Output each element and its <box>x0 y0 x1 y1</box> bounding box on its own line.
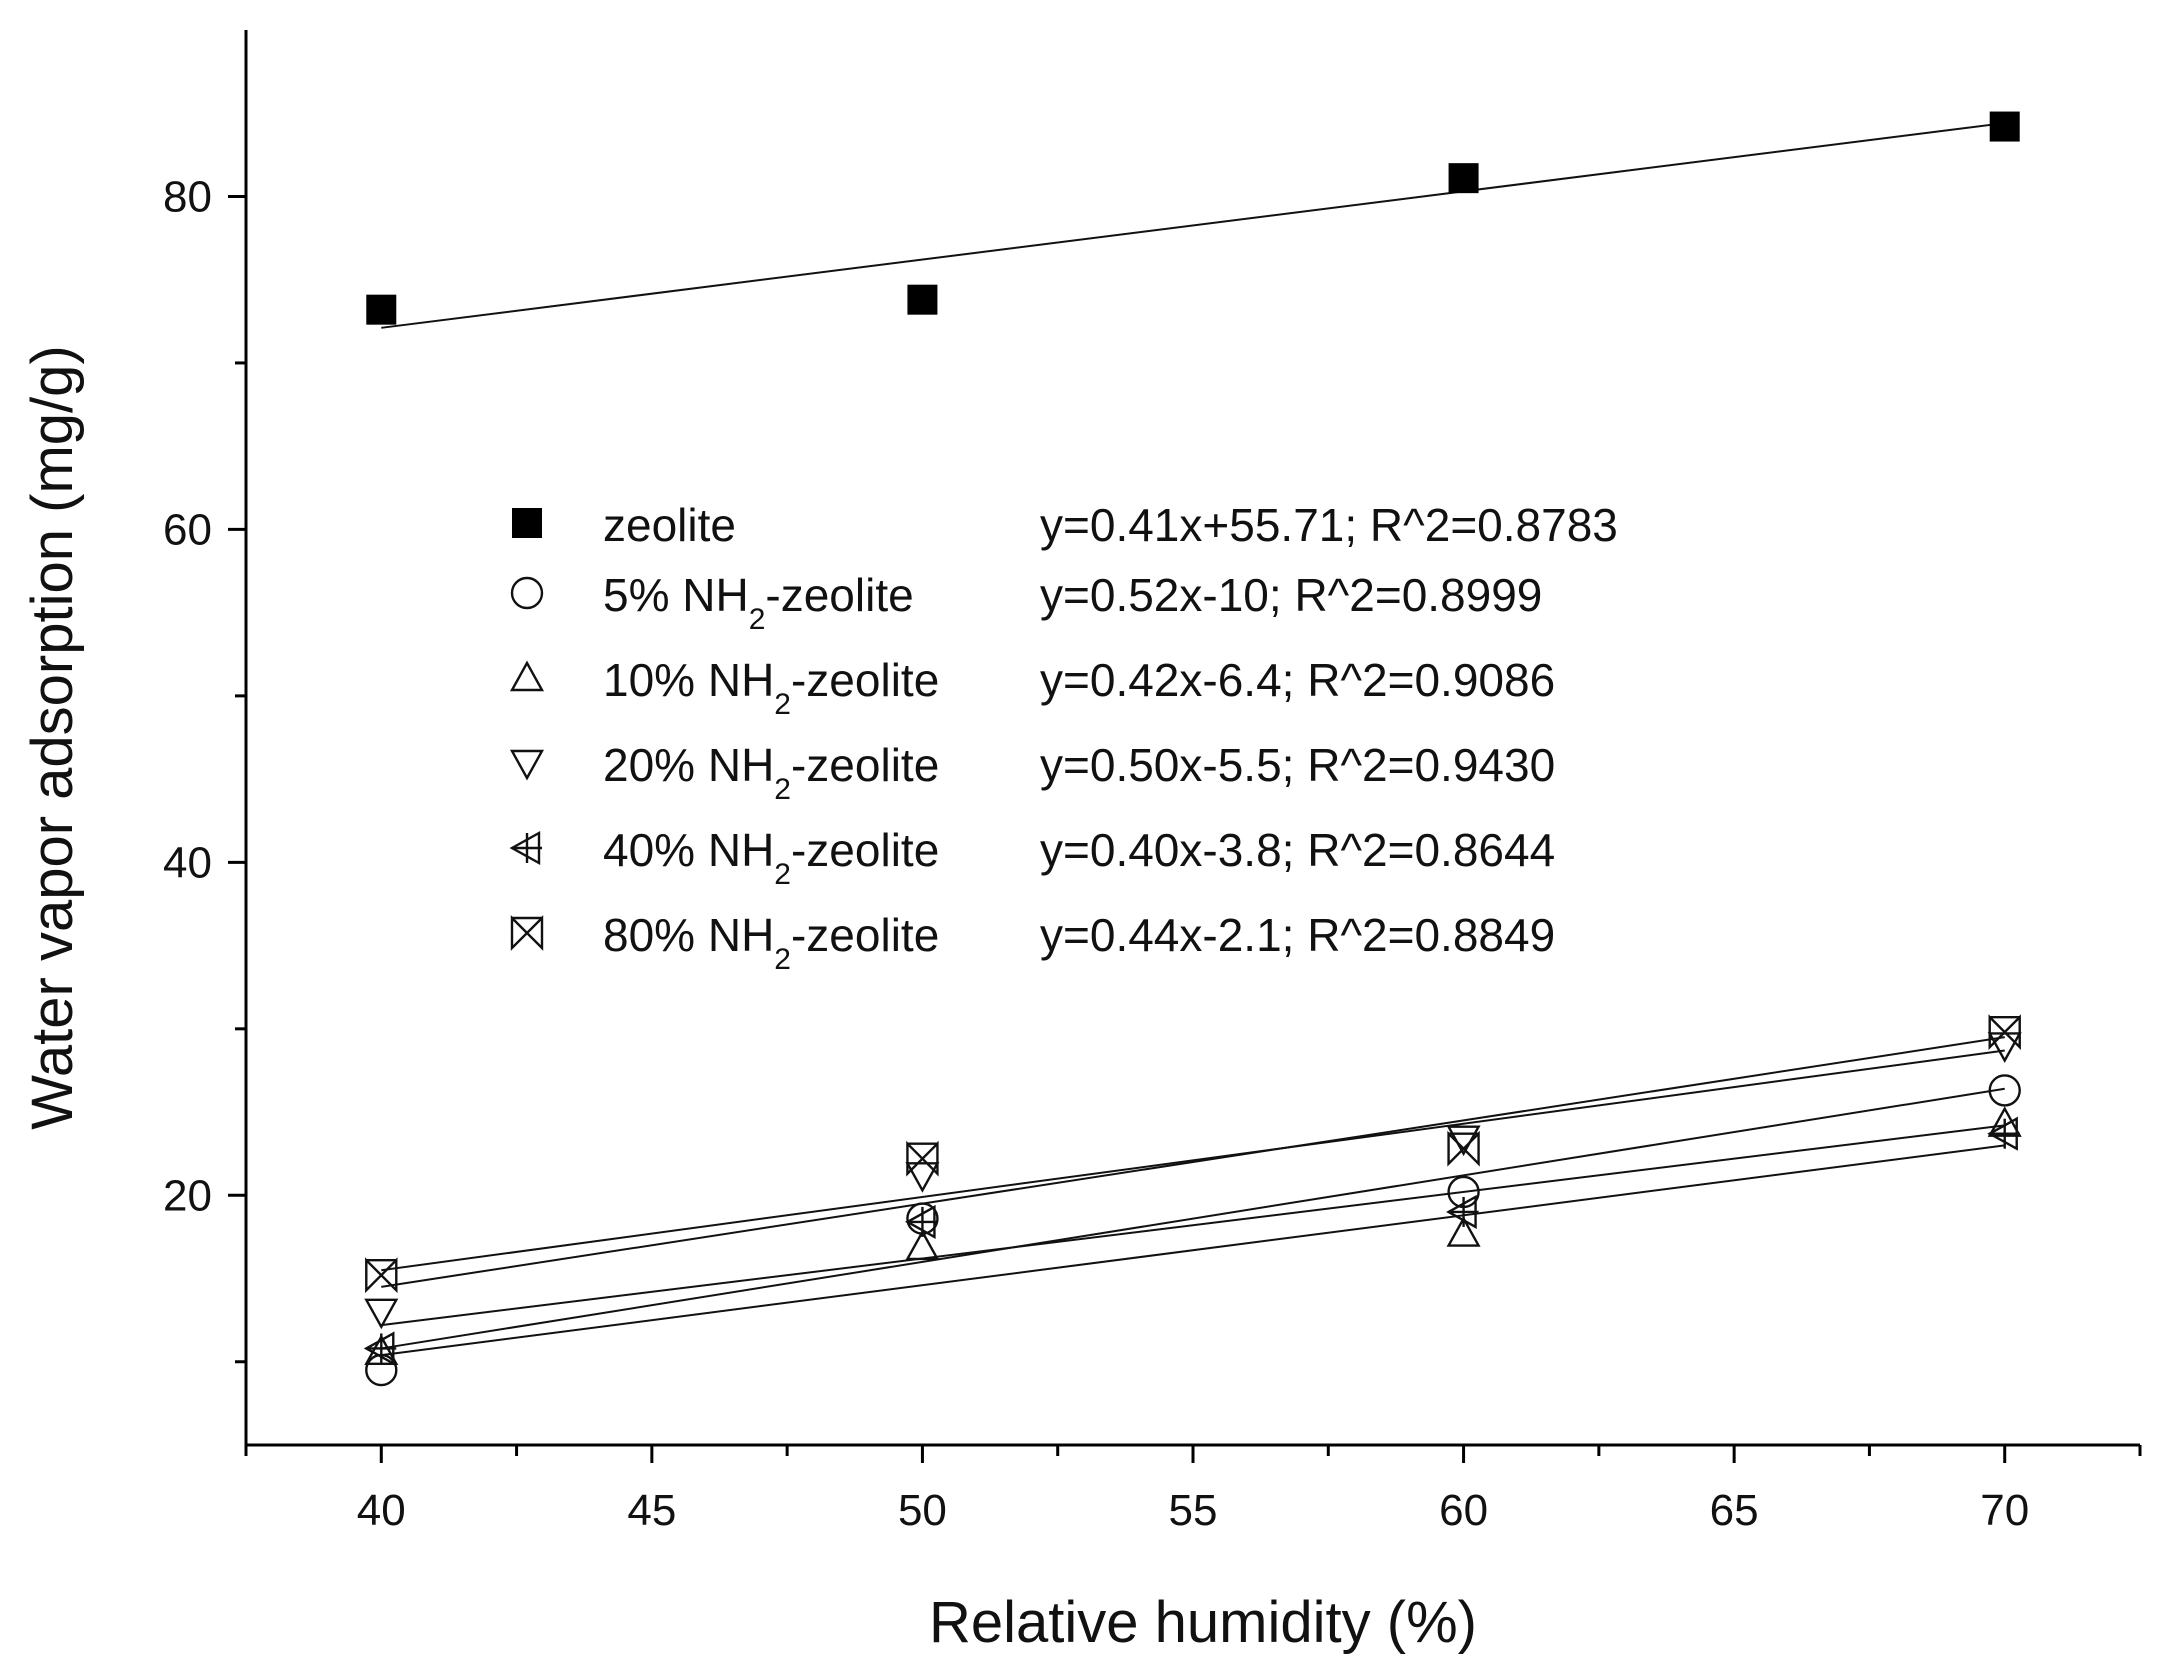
legend-equation-3: y=0.50x-5.5; R^2=0.9430 <box>1040 739 1555 791</box>
legend-equation-2: y=0.42x-6.4; R^2=0.9086 <box>1040 654 1555 706</box>
fit-line-2 <box>381 1144 2005 1357</box>
legend-label-subscript: 2 <box>774 858 791 891</box>
legend-entry-2: 10% NH2-zeolite y=0.42x-6.4; R^2=0.9086 <box>509 654 1555 721</box>
legend-label-2: 10% NH2-zeolite <box>603 654 939 721</box>
legend-label-suffix: -zeolite <box>765 569 913 621</box>
legend-equation-0: y=0.41x+55.71; R^2=0.8783 <box>1040 499 1618 551</box>
x-tick-label: 40 <box>357 1486 406 1535</box>
legend-entry-0: zeolite y=0.41x+55.71; R^2=0.8783 <box>512 499 1618 551</box>
data-point-4-0 <box>363 1331 397 1366</box>
legend-marker-4 <box>509 830 542 866</box>
x-tick-label: 60 <box>1439 1486 1488 1535</box>
legend-label-suffix: -zeolite <box>791 824 939 876</box>
legend-equation-5: y=0.44x-2.1; R^2=0.8849 <box>1040 909 1555 961</box>
legend-marker-2 <box>509 660 545 692</box>
legend-entry-3: 20% NH2-zeolite y=0.50x-5.5; R^2=0.9430 <box>509 739 1555 806</box>
legend-entry-5: 80% NH2-zeolite y=0.44x-2.1; R^2=0.8849 <box>510 909 1555 976</box>
y-tick-label: 40 <box>163 838 212 887</box>
data-point-5-2 <box>1447 1130 1480 1167</box>
fit-line-1 <box>381 1087 2005 1350</box>
data-point-0-1 <box>907 284 938 315</box>
legend-label-suffix: -zeolite <box>791 739 939 791</box>
legend-marker-1 <box>510 576 544 610</box>
legend-label-suffix: -zeolite <box>791 909 939 961</box>
legend-label-main: zeolite <box>603 499 736 551</box>
legend-marker-0 <box>512 508 542 538</box>
legend-entry-4: 40% NH2-zeolite y=0.40x-3.8; R^2=0.8644 <box>509 824 1555 891</box>
y-axis-label: Water vapor adsorption (mg/g) <box>20 345 85 1129</box>
legend-label-5: 80% NH2-zeolite <box>603 909 939 976</box>
data-point-4-1 <box>904 1204 938 1239</box>
y-tick-label: 80 <box>163 172 212 221</box>
data-point-4-2 <box>1446 1194 1479 1229</box>
legend-label-subscript: 2 <box>774 688 791 721</box>
legend-label-main: 20% NH <box>603 739 774 791</box>
legend-label-main: 40% NH <box>603 824 774 876</box>
data-point-5-1 <box>906 1140 939 1177</box>
data-point-0-0 <box>366 294 397 325</box>
legend-marker-3 <box>509 749 545 781</box>
legend-equation-4: y=0.40x-3.8; R^2=0.8644 <box>1040 824 1555 876</box>
data-point-2-0 <box>364 1334 399 1365</box>
legend-label-main: 10% NH <box>603 654 774 706</box>
x-tick-label: 65 <box>1710 1486 1759 1535</box>
y-tick-label: 20 <box>163 1171 212 1220</box>
data-markers <box>363 111 2022 1387</box>
fit-line-3 <box>381 1036 2005 1288</box>
x-tick-label: 50 <box>898 1486 947 1535</box>
legend-label-4: 40% NH2-zeolite <box>603 824 939 891</box>
data-point-3-0 <box>364 1298 399 1330</box>
data-point-3-1 <box>905 1162 940 1193</box>
fit-line-0 <box>381 122 2005 329</box>
legend-label-main: 80% NH <box>603 909 774 961</box>
data-point-0-2 <box>1448 163 1479 194</box>
legend-label-0: zeolite <box>603 499 736 551</box>
x-tick-label: 45 <box>627 1486 676 1535</box>
legend-label-subscript: 2 <box>774 943 791 976</box>
legend-entry-1: 5% NH2-zeolite y=0.52x-10; R^2=0.8999 <box>510 569 1542 636</box>
data-point-5-3 <box>1988 1014 2021 1051</box>
data-point-1-3 <box>1988 1074 2021 1107</box>
legend-label-main: 5% NH <box>603 569 749 621</box>
data-point-0-3 <box>1989 111 2020 142</box>
data-point-2-2 <box>1446 1216 1481 1247</box>
x-tick-label: 55 <box>1169 1486 1218 1535</box>
x-axis-label: Relative humidity (%) <box>929 1590 1477 1655</box>
legend-label-subscript: 2 <box>749 603 766 636</box>
y-tick-label: 60 <box>163 505 212 554</box>
legend-marker-5 <box>510 915 544 951</box>
legend-label-subscript: 2 <box>774 773 791 806</box>
x-tick-label: 70 <box>1980 1486 2029 1535</box>
legend-label-suffix: -zeolite <box>791 654 939 706</box>
data-point-4-3 <box>1987 1116 2020 1151</box>
data-point-2-1 <box>905 1229 940 1261</box>
legend-equation-1: y=0.52x-10; R^2=0.8999 <box>1040 569 1542 621</box>
fit-line-4 <box>381 1124 2005 1327</box>
fit-lines <box>381 122 2005 1357</box>
legend-label-1: 5% NH2-zeolite <box>603 569 914 636</box>
legend-label-3: 20% NH2-zeolite <box>603 739 939 806</box>
data-point-5-0 <box>365 1257 398 1294</box>
axes: 40 45 50 55 60 65 70 20 40 60 80 Relative humidity … <box>20 30 2142 1655</box>
fit-line-5 <box>381 1049 2005 1272</box>
